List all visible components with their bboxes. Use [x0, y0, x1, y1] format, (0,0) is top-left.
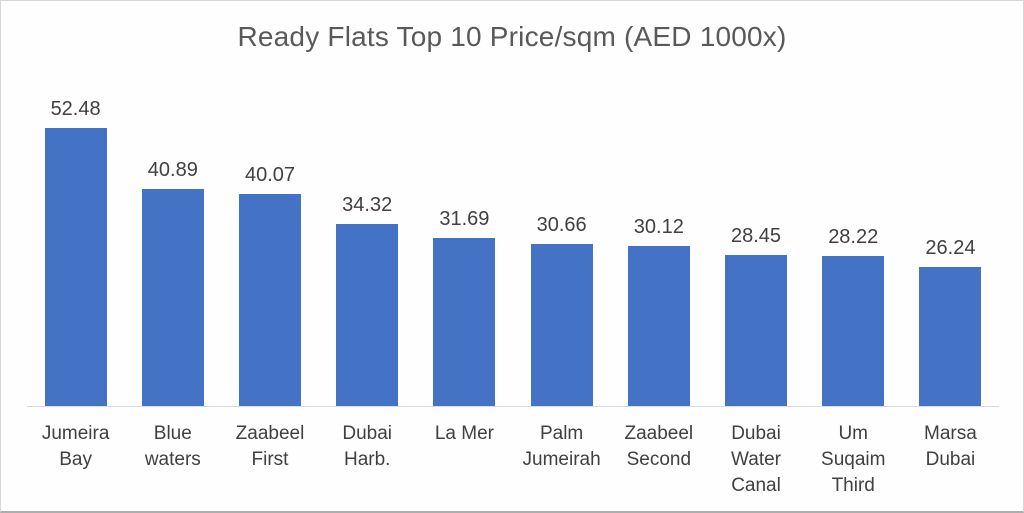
bar	[530, 244, 593, 406]
category-label: La Mer	[434, 423, 494, 444]
category-label: Marsa Dubai	[924, 423, 977, 470]
bar	[433, 238, 496, 406]
bar	[919, 267, 982, 406]
bar	[44, 128, 107, 406]
bar-value-label: 34.32	[342, 194, 393, 216]
bar-value-label: 26.24	[925, 237, 976, 259]
bar-column: 26.24	[902, 1, 999, 406]
bar-column: 31.69	[416, 1, 513, 406]
bar-column: 28.22	[805, 1, 902, 406]
category-label: Dubai Water Canal	[731, 423, 781, 496]
bar-column: 40.07	[221, 1, 318, 406]
category-axis: Jumeira Bay Blue waters Zaabeel First Dubai…	[27, 421, 999, 499]
bar-column: 52.48	[27, 1, 124, 406]
category-label: Jumeira Bay	[41, 423, 110, 470]
bar	[725, 255, 788, 406]
x-axis-line	[27, 406, 999, 407]
bar-column: 40.89	[124, 1, 221, 406]
category-label: Um Suqaim Third	[821, 423, 886, 496]
bar	[627, 246, 690, 406]
bars-row: 52.48 40.89 40.07 34.32 31.69 30.66 30.12 28.45…	[27, 1, 999, 406]
bar-value-label: 30.12	[633, 216, 684, 238]
bar-value-label: 30.66	[536, 214, 587, 236]
bar-column: 28.45	[707, 1, 804, 406]
category-label: Zaabeel First	[235, 423, 305, 470]
category-label: Dubai Harb.	[342, 423, 393, 470]
category-label: Palm Jumeirah	[522, 423, 601, 470]
bar	[336, 224, 399, 406]
bar-column: 30.12	[610, 1, 707, 406]
bar	[141, 189, 204, 406]
plot-area: 52.48 40.89 40.07 34.32 31.69 30.66 30.12 28.45…	[27, 1, 999, 511]
bar-value-label: 31.69	[439, 208, 490, 230]
bar	[822, 256, 885, 406]
category-label: Zaabeel Second	[624, 423, 694, 470]
bar-column: 30.66	[513, 1, 610, 406]
bar-value-label: 28.22	[828, 226, 879, 248]
bar-value-label: 28.45	[730, 225, 782, 247]
bar-column: 34.32	[319, 1, 416, 406]
bar-value-label: 40.07	[244, 164, 296, 186]
chart-title: Ready Flats Top 10 Price/sqm (AED 1000x)	[237, 21, 787, 52]
category-label: Blue waters	[144, 423, 201, 470]
bar	[239, 194, 301, 406]
bar-value-label: 52.48	[50, 98, 101, 120]
bar-value-label: 40.89	[147, 159, 198, 181]
